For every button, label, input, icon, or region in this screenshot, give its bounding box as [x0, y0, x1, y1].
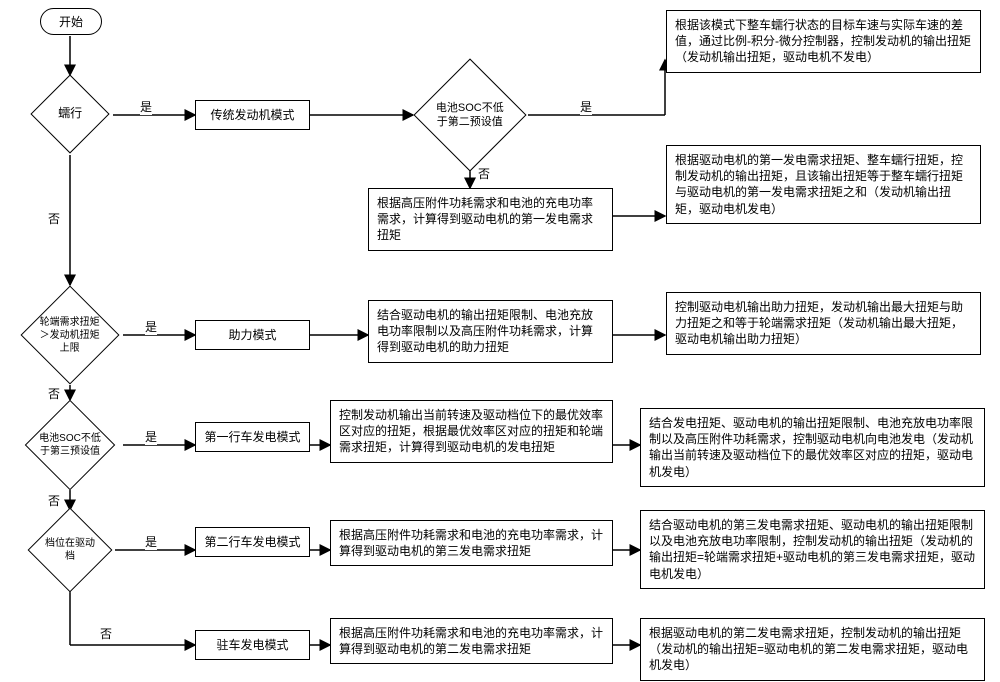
mode-traditional-engine: 传统发动机模式 — [195, 100, 310, 130]
process-creep-pid-output: 根据该模式下整车蠕行状态的目标车速与实际车速的差值，通过比例-积分-微分控制器，… — [666, 10, 981, 73]
process-gen1-calc: 控制发动机输出当前转速及驱动档位下的最优效率区对应的扭矩，根据最优效率区对应的扭… — [330, 400, 613, 463]
decision-soc-second-label: 电池SOC不低于第二预设值 — [431, 101, 509, 130]
process-park-calc-text: 根据高压附件功耗需求和电池的充电功率需求，计算得到驱动电机的第二发电需求扭矩 — [339, 625, 604, 657]
mode-assist-label: 助力模式 — [228, 327, 276, 343]
decision-wheel-torque: 轮端需求扭矩＞发动机扭矩上限 — [21, 286, 120, 385]
process-creep-pid-output-text: 根据该模式下整车蠕行状态的目标车速与实际车速的差值，通过比例-积分-微分控制器，… — [675, 17, 972, 66]
decision-wheel-torque-label: 轮端需求扭矩＞发动机扭矩上限 — [36, 316, 104, 355]
edge-no-soc2: 否 — [478, 165, 490, 182]
process-assist-calc-text: 结合驱动电机的输出扭矩限制、电池充放电功率限制以及高压附件功耗需求，计算得到驱动… — [377, 307, 604, 356]
edge-yes-soc2: 是 — [580, 98, 592, 115]
mode-drive-gen-1-label: 第一行车发电模式 — [204, 429, 300, 445]
process-creep-engine-gen-text: 根据驱动电机的第一发电需求扭矩、整车蠕行扭矩，控制发动机的输出扭矩，且该输出扭矩… — [675, 152, 972, 217]
process-creep-engine-gen: 根据驱动电机的第一发电需求扭矩、整车蠕行扭矩，控制发动机的输出扭矩，且该输出扭矩… — [666, 145, 981, 224]
process-gen2-calc: 根据高压附件功耗需求和电池的充电功率需求，计算得到驱动电机的第三发电需求扭矩 — [330, 520, 613, 566]
process-assist-output: 控制驱动电机输出助力扭矩，发动机输出最大扭矩与助力扭矩之和等于轮端需求扭矩（发动… — [666, 292, 981, 355]
process-park-calc: 根据高压附件功耗需求和电池的充电功率需求，计算得到驱动电机的第二发电需求扭矩 — [330, 618, 613, 664]
flowchart-root: 开始 蠕行 是 否 传统发动机模式 电池SOC不低于第二预设值 是 否 根据该模… — [0, 0, 1000, 682]
edge-no-1: 否 — [48, 210, 60, 227]
mode-park-gen-label: 驻车发电模式 — [216, 637, 288, 653]
process-gen2-calc-text: 根据高压附件功耗需求和电池的充电功率需求，计算得到驱动电机的第三发电需求扭矩 — [339, 527, 604, 559]
process-assist-calc: 结合驱动电机的输出扭矩限制、电池充放电功率限制以及高压附件功耗需求，计算得到驱动… — [368, 300, 613, 363]
mode-assist: 助力模式 — [195, 320, 310, 350]
decision-soc-third: 电池SOC不低于第三预设值 — [25, 400, 116, 491]
mode-drive-gen-1: 第一行车发电模式 — [195, 422, 310, 452]
start-terminator: 开始 — [40, 8, 102, 35]
decision-soc-second: 电池SOC不低于第二预设值 — [413, 58, 526, 171]
decision-soc-third-label: 电池SOC不低于第三预设值 — [39, 432, 101, 458]
process-assist-output-text: 控制驱动电机输出助力扭矩，发动机输出最大扭矩与助力扭矩之和等于轮端需求扭矩（发动… — [675, 299, 972, 348]
mode-drive-gen-2-label: 第二行车发电模式 — [204, 534, 300, 550]
decision-drive-gear-label: 档位在驱动档 — [41, 537, 99, 563]
edge-no-3: 否 — [48, 492, 60, 509]
process-park-output-text: 根据驱动电机的第二发电需求扭矩，控制发动机的输出扭矩（发动机的输出扭矩=驱动电机… — [649, 625, 976, 674]
edge-yes-4: 是 — [145, 533, 157, 550]
process-park-output: 根据驱动电机的第二发电需求扭矩，控制发动机的输出扭矩（发动机的输出扭矩=驱动电机… — [640, 618, 985, 681]
process-first-gen-demand-text: 根据高压附件功耗需求和电池的充电功率需求，计算得到驱动电机的第一发电需求扭矩 — [377, 195, 604, 244]
mode-traditional-engine-label: 传统发动机模式 — [210, 107, 294, 123]
edge-yes-3: 是 — [145, 428, 157, 445]
process-gen2-output: 结合驱动电机的第三发电需求扭矩、驱动电机的输出扭矩限制以及电池充放电功率限制，控… — [640, 510, 985, 589]
decision-creep-label: 蠕行 — [58, 106, 82, 122]
process-gen1-output-text: 结合发电扭矩、驱动电机的输出扭矩限制、电池充放电功率限制以及高压附件功耗需求，控… — [649, 415, 976, 480]
edge-yes-2: 是 — [145, 318, 157, 335]
process-first-gen-demand: 根据高压附件功耗需求和电池的充电功率需求，计算得到驱动电机的第一发电需求扭矩 — [368, 188, 613, 251]
decision-creep: 蠕行 — [30, 74, 109, 153]
edge-no-2: 否 — [48, 385, 60, 402]
start-label: 开始 — [59, 13, 83, 30]
mode-park-gen: 驻车发电模式 — [195, 630, 310, 660]
process-gen1-calc-text: 控制发动机输出当前转速及驱动档位下的最优效率区对应的扭矩，根据最优效率区对应的扭… — [339, 407, 604, 456]
process-gen2-output-text: 结合驱动电机的第三发电需求扭矩、驱动电机的输出扭矩限制以及电池充放电功率限制，控… — [649, 517, 976, 582]
mode-drive-gen-2: 第二行车发电模式 — [195, 527, 310, 557]
edge-yes-1: 是 — [140, 98, 152, 115]
edge-no-4: 否 — [100, 625, 112, 642]
decision-drive-gear: 档位在驱动档 — [28, 508, 113, 593]
process-gen1-output: 结合发电扭矩、驱动电机的输出扭矩限制、电池充放电功率限制以及高压附件功耗需求，控… — [640, 408, 985, 487]
